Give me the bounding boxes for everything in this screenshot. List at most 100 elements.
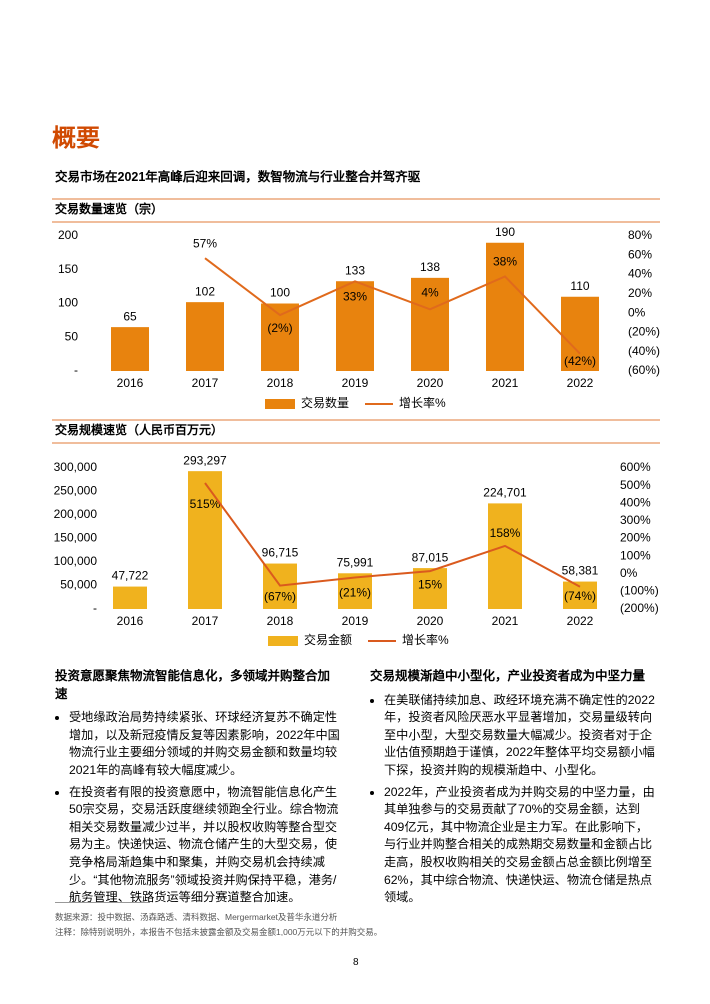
footnote: 数据来源：投中数据、汤森路透、清科数据、Mergermarket及普华永道分析 (55, 912, 338, 922)
bar (488, 503, 522, 609)
x-tick-label: 2020 (417, 376, 444, 390)
page-title: 概要 (52, 125, 100, 152)
bar-label: 293,297 (183, 453, 227, 467)
y-tick-label: 100 (58, 296, 78, 310)
y2-tick-label: 80% (628, 228, 652, 242)
bar-label: 110 (570, 279, 589, 293)
line-label: (21%) (339, 586, 371, 600)
y-tick-label: 200,000 (54, 507, 98, 521)
x-tick-label: 2017 (192, 376, 219, 390)
line-label: 515% (190, 497, 221, 511)
x-tick-label: 2020 (417, 614, 444, 628)
x-tick-label: 2021 (492, 376, 519, 390)
legend-swatch (265, 399, 295, 409)
y2-tick-label: 600% (620, 460, 651, 474)
chart-title: 交易数量速览（宗） (55, 201, 163, 216)
y2-tick-label: 300% (620, 513, 651, 527)
bar-label: 102 (195, 284, 215, 298)
x-tick-label: 2022 (567, 614, 594, 628)
page-number: 8 (353, 957, 359, 968)
bullet: 在投资者有限的投资意愿中，物流智能信息化产生50宗交易，交易活跃度继续领跑全行业… (69, 784, 340, 907)
line (204, 257, 581, 355)
line-label: 38% (493, 255, 517, 269)
y2-tick-label: 40% (628, 267, 652, 281)
line-label: (42%) (564, 354, 596, 368)
line-label: 158% (490, 526, 521, 540)
x-tick-label: 2019 (342, 614, 369, 628)
y-tick-label: - (93, 601, 97, 615)
line (204, 482, 581, 588)
bullet: 在美联储持续加息、政经环境充满不确定性的2022年，投资者风险厌恶水平显著增加，… (384, 692, 655, 780)
y2-tick-label: 60% (628, 247, 652, 261)
section-heading: 交易规模渐趋中小型化，产业投资者成为中坚力量 (370, 669, 646, 683)
y2-tick-label: 400% (620, 495, 651, 509)
y-tick-label: 50 (65, 329, 79, 343)
line-label: 15% (418, 577, 442, 591)
chart-title: 交易规模速览（人民币百万元） (55, 422, 223, 437)
x-tick-label: 2017 (192, 614, 219, 628)
bar-label: 47,722 (112, 569, 149, 583)
bar-label: 138 (420, 260, 440, 274)
bar (261, 303, 299, 371)
bar-label: 133 (345, 263, 365, 277)
y2-tick-label: (40%) (628, 344, 660, 358)
x-tick-label: 2022 (567, 376, 594, 390)
y2-tick-label: 0% (628, 305, 646, 319)
y2-tick-label: (200%) (620, 601, 659, 615)
y-tick-label: 50,000 (60, 578, 97, 592)
bar (186, 302, 224, 371)
y2-tick-label: (100%) (620, 584, 659, 598)
bar-label: 190 (495, 225, 515, 239)
bar-label: 100 (270, 286, 290, 300)
footnote: 注释：除特别说明外，本报告不包括未披露金额及交易金额1,000万元以下的并购交易… (55, 927, 383, 937)
bar-label: 58,381 (562, 564, 599, 578)
y-tick-label: 150 (58, 262, 78, 276)
legend-label: 交易金额 (304, 632, 352, 647)
line-label: (2%) (267, 321, 292, 335)
subtitle: 交易市场在2021年高峰后迎来回调，数智物流与行业整合并驾齐驱 (55, 170, 421, 184)
bar (486, 242, 524, 371)
bar (113, 586, 147, 609)
x-tick-label: 2018 (267, 614, 294, 628)
y-tick-label: 200 (58, 228, 78, 242)
y2-tick-label: (60%) (628, 363, 660, 377)
y2-tick-label: 100% (620, 548, 651, 562)
y2-tick-label: 200% (620, 531, 651, 545)
bar (336, 281, 374, 371)
bar-label: 65 (123, 309, 137, 323)
bar (413, 568, 447, 609)
line-label: 4% (421, 285, 439, 299)
line-label: 57% (193, 236, 217, 250)
legend-swatch (268, 636, 298, 646)
bar (111, 327, 149, 371)
bar (188, 471, 222, 609)
section: 投资意愿聚焦物流智能信息化，多领域并购整合加速 受地缘政治局势持续紧张、环球经济… (55, 668, 340, 911)
bar (411, 277, 449, 371)
bar-label: 87,015 (412, 550, 449, 564)
legend-label: 交易数量 (301, 395, 349, 410)
line-label: (74%) (564, 589, 596, 603)
legend-label: 增长率% (399, 395, 446, 410)
section: 交易规模渐趋中小型化，产业投资者成为中坚力量 在美联储持续加息、政经环境充满不确… (370, 668, 655, 911)
line-label: (67%) (264, 590, 296, 604)
bar (561, 296, 599, 371)
y2-tick-label: 0% (620, 566, 638, 580)
bullet-list: 受地缘政治局势持续紧张、环球经济复苏不确定性增加，以及新冠疫情反复等因素影响，2… (55, 709, 340, 907)
bullet: 受地缘政治局势持续紧张、环球经济复苏不确定性增加，以及新冠疫情反复等因素影响，2… (69, 709, 340, 779)
y-tick-label: 300,000 (54, 460, 98, 474)
legend-label: 增长率% (402, 632, 449, 647)
footnote-rule (55, 902, 150, 903)
bar-label: 75,991 (337, 555, 374, 569)
bullet: 2022年，产业投资者成为并购交易的中坚力量，由其单独参与的交易贡献了70%的交… (384, 784, 655, 907)
line-label: 33% (343, 289, 367, 303)
bar-label: 96,715 (262, 546, 299, 560)
y2-tick-label: 500% (620, 478, 651, 492)
y-tick-label: 150,000 (54, 531, 98, 545)
x-tick-label: 2016 (117, 376, 144, 390)
bullet-list: 在美联储持续加息、政经环境充满不确定性的2022年，投资者风险厌恶水平显著增加，… (370, 692, 655, 907)
bar-label: 224,701 (483, 486, 527, 500)
y-tick-label: 250,000 (54, 484, 98, 498)
x-tick-label: 2019 (342, 376, 369, 390)
